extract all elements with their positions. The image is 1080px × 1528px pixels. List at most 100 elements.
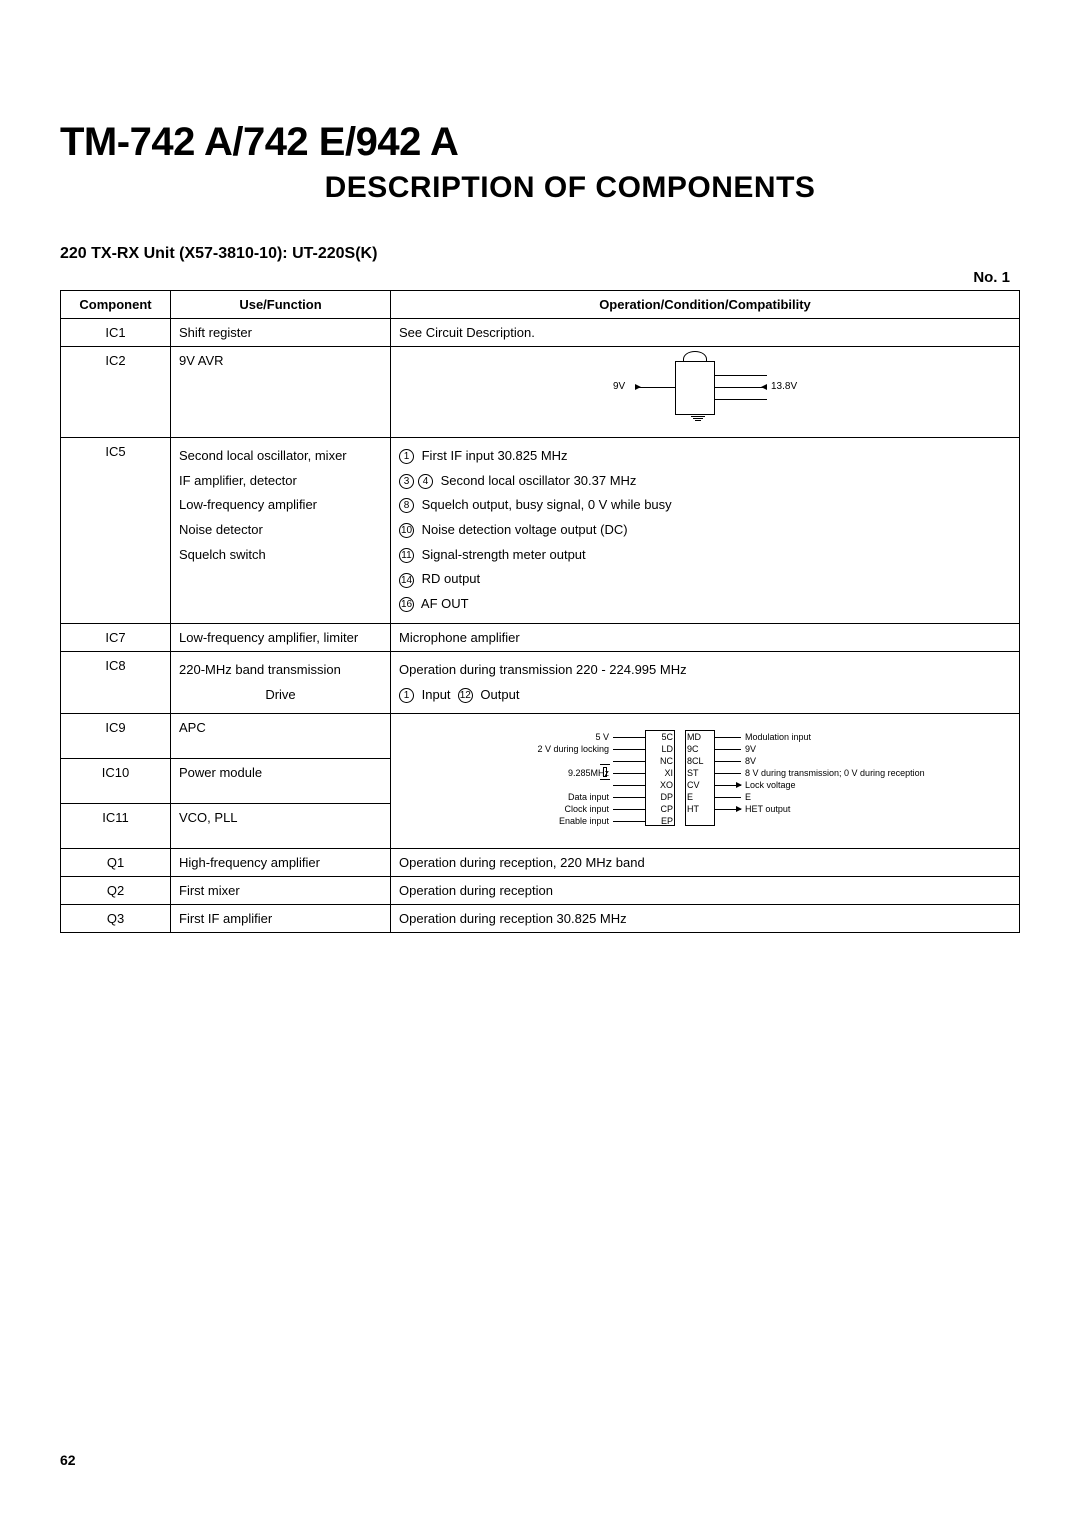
pin-icon: 16 bbox=[399, 597, 414, 612]
table-row: IC9 APC 5CLDNCXIXODPCPEPMD9C8CLSTCVEHT5 … bbox=[61, 714, 1020, 759]
op-text: AF OUT bbox=[418, 596, 469, 611]
cell-component: IC9 bbox=[61, 714, 171, 759]
cell-operation: See Circuit Description. bbox=[391, 319, 1020, 347]
op-item: 11 Signal-strength meter output bbox=[399, 543, 1011, 568]
table-row: IC5 Second local oscillator, mixer IF am… bbox=[61, 438, 1020, 624]
table-row: Q2 First mixer Operation during receptio… bbox=[61, 877, 1020, 905]
cell-function: Second local oscillator, mixer IF amplif… bbox=[171, 438, 391, 624]
fn-item: Squelch switch bbox=[179, 543, 382, 568]
vco-diagram: 5CLDNCXIXODPCPEPMD9C8CLSTCVEHT5 V2 V dur… bbox=[485, 726, 925, 836]
fn-item: Noise detector bbox=[179, 518, 382, 543]
vco-pin: MD bbox=[687, 732, 713, 743]
cell-function: Shift register bbox=[171, 319, 391, 347]
vco-right-label: 8 V during transmission; 0 V during rece… bbox=[745, 768, 925, 779]
pin-icon: 10 bbox=[399, 523, 414, 538]
cell-operation: Operation during reception 30.825 MHz bbox=[391, 905, 1020, 933]
vco-left-label: Enable input bbox=[485, 816, 609, 827]
th-operation: Operation/Condition/Compatibility bbox=[391, 291, 1020, 319]
vco-pin: CV bbox=[687, 780, 713, 791]
vco-pin: LD bbox=[647, 744, 673, 755]
pin-icon: 3 bbox=[399, 474, 414, 489]
pin-icon: 11 bbox=[399, 548, 414, 563]
cell-function: Low-frequency amplifier, limiter bbox=[171, 623, 391, 651]
vco-pin: DP bbox=[647, 792, 673, 803]
cell-function: High-frequency amplifier bbox=[171, 849, 391, 877]
unit-line: 220 TX-RX Unit (X57-3810-10): UT-220S(K) bbox=[60, 245, 1020, 263]
table-row: Q3 First IF amplifier Operation during r… bbox=[61, 905, 1020, 933]
components-table: Component Use/Function Operation/Conditi… bbox=[60, 290, 1020, 933]
vco-left-label: Clock input bbox=[485, 804, 609, 815]
table-row: Q1 High-frequency amplifier Operation du… bbox=[61, 849, 1020, 877]
table-number: No. 1 bbox=[60, 269, 1020, 286]
op-item: 14 RD output bbox=[399, 567, 1011, 592]
pin-icon: 4 bbox=[418, 474, 433, 489]
cell-operation: Operation during reception bbox=[391, 877, 1020, 905]
cell-component: IC1 bbox=[61, 319, 171, 347]
table-row: IC8 220-MHz band transmission Drive Oper… bbox=[61, 651, 1020, 713]
op-item: Operation during transmission 220 - 224.… bbox=[399, 658, 1011, 683]
cell-function: First mixer bbox=[171, 877, 391, 905]
cell-operation: 5CLDNCXIXODPCPEPMD9C8CLSTCVEHT5 V2 V dur… bbox=[391, 714, 1020, 849]
op-item: 16 AF OUT bbox=[399, 592, 1011, 617]
ic2-right-label: 13.8V bbox=[771, 381, 797, 392]
cell-component: IC10 bbox=[61, 759, 171, 804]
vco-right-label: HET output bbox=[745, 804, 925, 815]
model-title: TM-742 A/742 E/942 A bbox=[60, 120, 1020, 165]
pin-icon: 1 bbox=[399, 449, 414, 464]
op-text: Second local oscillator 30.37 MHz bbox=[437, 473, 636, 488]
op-item: 1 First IF input 30.825 MHz bbox=[399, 444, 1011, 469]
op-item: 1 Input 12 Output bbox=[399, 683, 1011, 708]
vco-pin: NC bbox=[647, 756, 673, 767]
fn-item: Drive bbox=[179, 683, 382, 708]
ic2-diagram: 9V 13.8V bbox=[585, 357, 825, 427]
op-item: 8 Squelch output, busy signal, 0 V while… bbox=[399, 493, 1011, 518]
vco-left-label: 9.285MHz bbox=[485, 768, 609, 779]
vco-pin: E bbox=[687, 792, 713, 803]
cell-component: IC5 bbox=[61, 438, 171, 624]
cell-component: Q1 bbox=[61, 849, 171, 877]
cell-function: 9V AVR bbox=[171, 347, 391, 438]
vco-left-label: Data input bbox=[485, 792, 609, 803]
vco-right-label: 9V bbox=[745, 744, 925, 755]
vco-pin: 5C bbox=[647, 732, 673, 743]
fn-item: 220-MHz band transmission bbox=[179, 658, 382, 683]
cell-operation: Operation during reception, 220 MHz band bbox=[391, 849, 1020, 877]
fn-item: Low-frequency amplifier bbox=[179, 493, 382, 518]
pin-icon: 14 bbox=[399, 573, 414, 588]
page-number: 62 bbox=[60, 1452, 76, 1468]
vco-pin: HT bbox=[687, 804, 713, 815]
cell-operation: Operation during transmission 220 - 224.… bbox=[391, 651, 1020, 713]
cell-function: APC bbox=[171, 714, 391, 759]
vco-pin: 9C bbox=[687, 744, 713, 755]
cell-operation: Microphone amplifier bbox=[391, 623, 1020, 651]
cell-component: Q2 bbox=[61, 877, 171, 905]
op-text: Noise detection voltage output (DC) bbox=[418, 522, 628, 537]
cell-function: VCO, PLL bbox=[171, 804, 391, 849]
op-text: First IF input 30.825 MHz bbox=[418, 448, 568, 463]
table-row: IC7 Low-frequency amplifier, limiter Mic… bbox=[61, 623, 1020, 651]
vco-pin: XI bbox=[647, 768, 673, 779]
ic2-left-label: 9V bbox=[613, 381, 625, 392]
fn-item: Second local oscillator, mixer bbox=[179, 444, 382, 469]
vco-right-label: Lock voltage bbox=[745, 780, 925, 791]
vco-pin: XO bbox=[647, 780, 673, 791]
section-title: DESCRIPTION OF COMPONENTS bbox=[320, 171, 820, 205]
vco-pin: ST bbox=[687, 768, 713, 779]
vco-pin: EP bbox=[647, 816, 673, 827]
table-header-row: Component Use/Function Operation/Conditi… bbox=[61, 291, 1020, 319]
cell-component: IC8 bbox=[61, 651, 171, 713]
crystal-icon bbox=[600, 764, 610, 780]
table-row: IC2 9V AVR 9V 13.8V bbox=[61, 347, 1020, 438]
page: TM-742 A/742 E/942 A DESCRIPTION OF COMP… bbox=[0, 0, 1080, 933]
cell-component: IC11 bbox=[61, 804, 171, 849]
vco-pin: 8CL bbox=[687, 756, 713, 767]
vco-right-label: E bbox=[745, 792, 925, 803]
fn-item: IF amplifier, detector bbox=[179, 469, 382, 494]
th-function: Use/Function bbox=[171, 291, 391, 319]
op-item: 10 Noise detection voltage output (DC) bbox=[399, 518, 1011, 543]
op-item: 34 Second local oscillator 30.37 MHz bbox=[399, 469, 1011, 494]
cell-function: First IF amplifier bbox=[171, 905, 391, 933]
pin-icon: 8 bbox=[399, 498, 414, 513]
table-row: IC1 Shift register See Circuit Descripti… bbox=[61, 319, 1020, 347]
vco-left-label: 5 V bbox=[485, 732, 609, 743]
